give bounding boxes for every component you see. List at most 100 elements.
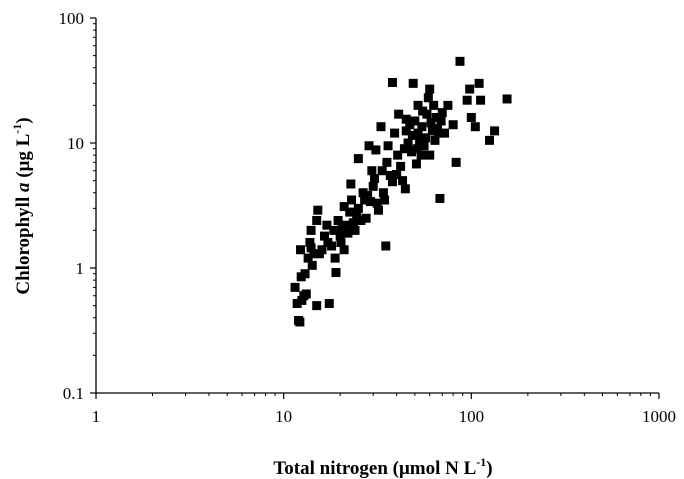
data-point — [372, 198, 382, 208]
data-point — [413, 128, 423, 138]
data-point — [343, 228, 353, 238]
data-point — [485, 135, 495, 145]
data-point — [339, 202, 349, 212]
data-point — [367, 166, 377, 176]
data-point — [434, 128, 444, 138]
data-point — [312, 215, 322, 225]
x-tick-label: 1 — [92, 407, 101, 426]
data-point — [392, 169, 402, 179]
data-point — [413, 100, 423, 110]
y-axis-title: Chlorophyll a (μg L-1) — [10, 117, 34, 294]
data-point — [426, 118, 436, 128]
data-point — [465, 84, 475, 94]
data-point — [353, 154, 363, 164]
data-point — [382, 157, 392, 167]
data-point — [396, 161, 406, 171]
data-point — [462, 95, 472, 105]
data-point — [470, 122, 480, 132]
data-point — [353, 203, 363, 213]
data-point — [415, 135, 425, 145]
data-point — [390, 128, 400, 138]
data-point — [412, 144, 422, 154]
data-point — [430, 135, 440, 145]
data-point — [331, 268, 341, 278]
data-point — [290, 282, 300, 292]
data-point — [297, 295, 307, 305]
data-point — [336, 237, 346, 247]
tick-labels: 1 10 100 1000 0.1 1 10 100 — [59, 9, 677, 426]
data-point — [490, 126, 500, 136]
data-point — [356, 215, 366, 225]
data-point — [378, 188, 388, 198]
y-tick-label: 10 — [67, 134, 84, 153]
data-point — [422, 109, 432, 119]
data-point — [361, 213, 371, 223]
y-tick-label: 0.1 — [63, 384, 84, 403]
data-point — [385, 170, 395, 180]
data-point — [407, 147, 417, 157]
data-point — [333, 215, 343, 225]
data-point — [368, 181, 378, 191]
data-point — [502, 94, 512, 104]
data-point — [303, 253, 313, 263]
data-point — [350, 225, 360, 235]
data-point — [440, 128, 450, 138]
data-point — [416, 150, 426, 160]
x-axis-title: Total nitrogen (μmol N L-1) — [273, 455, 492, 479]
data-point — [346, 179, 356, 189]
data-point — [300, 269, 310, 279]
data-point — [317, 245, 327, 255]
data-point — [335, 231, 345, 241]
data-point — [403, 138, 413, 148]
data-point — [296, 245, 306, 255]
data-point — [417, 122, 427, 132]
data-point — [309, 249, 319, 259]
data-point — [373, 205, 383, 215]
data-point — [381, 241, 391, 251]
data-point — [427, 126, 437, 136]
data-point — [306, 225, 316, 235]
data-point — [330, 253, 340, 263]
data-point — [399, 144, 409, 154]
y-tick-label: 100 — [59, 9, 85, 28]
x-tick-label: 10 — [275, 407, 292, 426]
data-point — [425, 84, 435, 94]
data-point — [364, 141, 374, 151]
data-point — [435, 193, 445, 203]
data-point — [393, 150, 403, 160]
data-point — [301, 289, 311, 299]
data-point — [474, 78, 484, 88]
data-point — [371, 145, 381, 155]
data-point — [341, 220, 351, 230]
data-point — [307, 260, 317, 270]
data-point — [405, 120, 415, 130]
data-point — [423, 93, 433, 103]
data-point — [436, 116, 446, 126]
data-points — [290, 56, 512, 327]
data-point — [419, 141, 429, 151]
data-point — [306, 243, 316, 253]
x-tick-label: 1000 — [642, 407, 676, 426]
data-point — [295, 317, 305, 327]
data-point — [329, 225, 339, 235]
data-point — [348, 218, 358, 228]
data-point — [377, 166, 387, 176]
data-point — [380, 195, 390, 205]
data-point — [363, 191, 373, 201]
data-point — [319, 231, 329, 241]
data-point — [370, 173, 380, 183]
data-point — [394, 109, 404, 119]
data-point — [407, 130, 417, 140]
data-point — [437, 108, 447, 118]
data-point — [401, 126, 411, 136]
data-point — [455, 56, 465, 66]
data-point — [292, 298, 302, 308]
data-point — [421, 133, 431, 143]
data-point — [466, 112, 476, 122]
data-point — [451, 157, 461, 167]
y-tick-label: 1 — [76, 259, 85, 278]
data-point — [312, 301, 322, 311]
data-point — [408, 78, 418, 88]
data-point — [429, 100, 439, 110]
